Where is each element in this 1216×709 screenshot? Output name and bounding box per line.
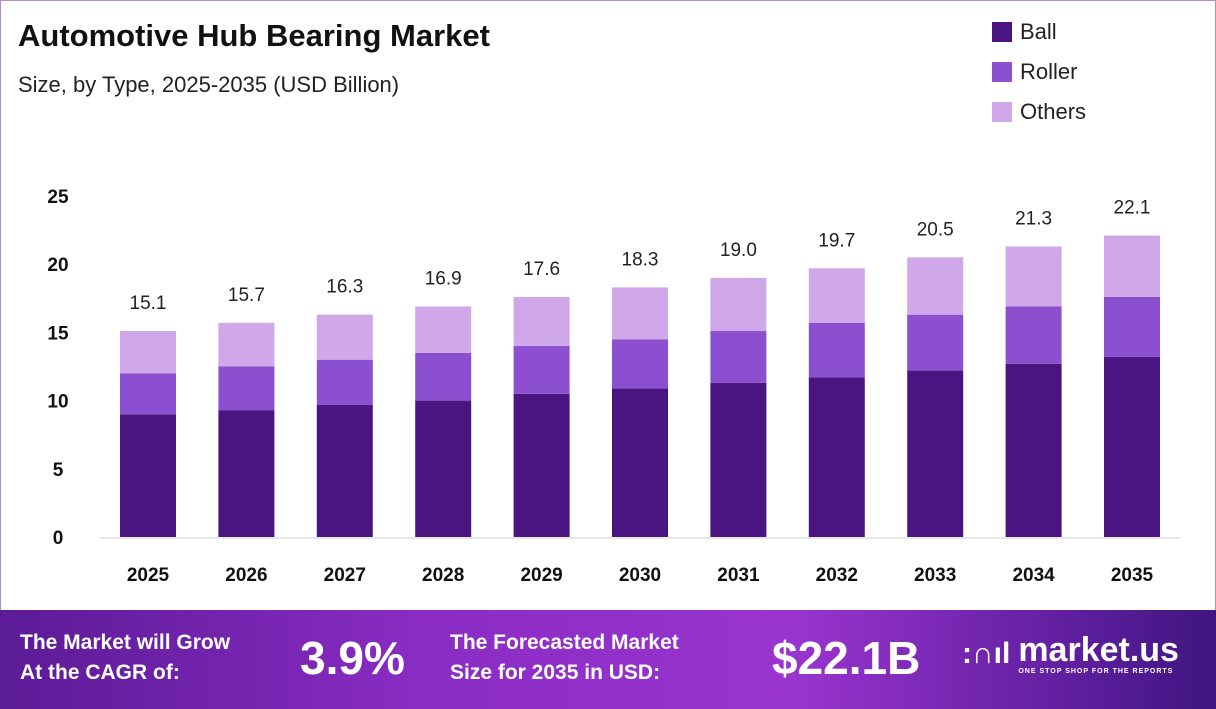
bar-total-label: 15.1 [130,293,167,314]
bar-total-label: 16.3 [326,277,363,298]
x-tick-label: 2034 [1012,565,1055,586]
legend-swatch [992,22,1012,42]
footer-banner: The Market will Grow At the CAGR of: 3.9… [0,610,1216,709]
y-tick-label: 15 [47,323,69,344]
bar-segment-roller [612,339,668,389]
x-tick-label: 2031 [717,565,760,586]
bar-total-label: 18.3 [622,249,659,270]
bar-total-label: 20.5 [917,219,954,240]
legend-item-others: Others [992,92,1086,132]
bar-total-label: 17.6 [523,259,560,280]
forecast-label: The Forecasted Market Size for 2035 in U… [450,628,679,688]
bar-segment-ball [710,382,767,537]
bar-segment-ball [513,393,570,537]
cagr-label-line2: At the CAGR of: [20,661,180,684]
y-tick-label: 0 [53,528,64,549]
bar-segment-others [316,314,373,360]
y-tick-label: 25 [47,187,69,208]
bar-segment-others [218,322,275,367]
bar-segment-roller [316,359,373,405]
bar-total-label: 16.9 [425,268,462,289]
bar-segment-roller [808,322,865,378]
bar-segment-roller [415,352,472,401]
bar-total-label: 22.1 [1114,198,1151,219]
bar-segment-ball [415,400,472,537]
logo-mark-icon: :∩ıl [962,636,1011,670]
x-tick-label: 2029 [520,565,562,586]
bar-segment-others [1005,246,1062,307]
cagr-value: 3.9% [300,632,405,684]
bar-segment-roller [710,331,767,383]
legend-item-roller: Roller [992,52,1086,92]
bar-segment-others [907,257,964,315]
forecast-value: $22.1B [772,632,921,684]
bar-segment-others [120,331,176,374]
legend: Ball Roller Others [992,12,1086,132]
legend-label: Ball [1020,19,1057,44]
bar-segment-roller [218,366,275,411]
bar-total-label: 15.7 [228,285,265,306]
bar-segment-ball [316,404,373,537]
bar-segment-others [710,277,767,332]
bar-total-label: 19.0 [720,240,757,261]
market-us-logo: :∩ıl market.us ONE STOP SHOP FOR THE REP… [962,632,1179,675]
legend-swatch [992,62,1012,82]
legend-swatch [992,102,1012,122]
y-tick-label: 5 [53,460,64,481]
bar-segment-others [808,268,865,323]
x-tick-label: 2028 [422,565,464,586]
bar-segment-roller [1005,306,1062,364]
legend-item-ball: Ball [992,12,1086,52]
bar-segment-roller [907,314,964,371]
bar-segment-roller [1104,296,1160,357]
x-tick-label: 2033 [914,565,956,586]
y-tick-label: 10 [47,392,68,413]
cagr-label: The Market will Grow At the CAGR of: [20,628,230,688]
forecast-label-line2: Size for 2035 in USD: [450,661,661,684]
bar-segment-others [415,306,472,353]
bar-chart: 051015202515.1202515.7202616.3202716.920… [47,187,1180,586]
bar-segment-roller [120,373,176,415]
bar-segment-ball [1104,356,1160,537]
bar-total-label: 21.3 [1015,208,1052,229]
bar-segment-roller [513,346,570,394]
bar-segment-ball [120,414,176,537]
legend-label: Others [1020,99,1087,124]
logo-tagline: ONE STOP SHOP FOR THE REPORTS [1018,668,1174,675]
cagr-label-line1: The Market will Grow [20,631,231,654]
bar-segment-others [1104,235,1160,297]
logo-name: market.us [1018,631,1179,669]
bar-segment-ball [907,370,964,537]
y-tick-label: 20 [47,255,68,276]
chart-subtitle: Size, by Type, 2025-2035 (USD Billion) [18,72,400,97]
x-tick-label: 2030 [619,565,661,586]
bar-segment-ball [808,377,865,537]
x-tick-label: 2035 [1111,565,1154,586]
forecast-label-line1: The Forecasted Market [450,631,679,654]
bar-segment-others [513,296,570,347]
chart-title: Automotive Hub Bearing Market [18,18,490,53]
legend-label: Roller [1020,59,1078,84]
bar-segment-others [612,287,668,340]
x-tick-label: 2032 [816,565,858,586]
bar-segment-ball [218,410,275,537]
x-tick-label: 2027 [324,565,366,586]
bar-segment-ball [612,388,668,537]
x-tick-label: 2026 [225,565,267,586]
x-tick-label: 2025 [127,565,170,586]
bar-total-label: 19.7 [818,230,855,251]
bar-segment-ball [1005,363,1062,537]
